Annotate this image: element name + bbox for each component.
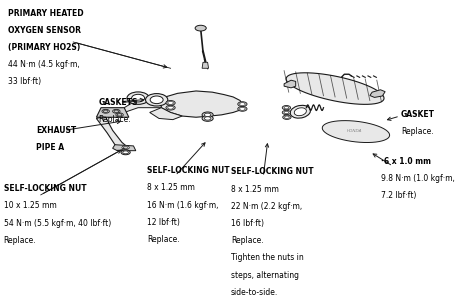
Text: (PRIMARY HO2S): (PRIMARY HO2S): [9, 43, 81, 52]
Polygon shape: [124, 98, 161, 112]
Circle shape: [240, 103, 245, 106]
Polygon shape: [161, 91, 242, 117]
Ellipse shape: [294, 108, 306, 116]
Text: Replace.: Replace.: [401, 127, 434, 136]
Text: OXYGEN SENSOR: OXYGEN SENSOR: [9, 26, 82, 35]
Polygon shape: [286, 73, 384, 104]
Circle shape: [121, 150, 130, 155]
Polygon shape: [96, 108, 129, 117]
Circle shape: [204, 117, 211, 120]
Text: 16 lbf·ft): 16 lbf·ft): [231, 219, 264, 228]
Text: SELF-LOCKING NUT: SELF-LOCKING NUT: [4, 184, 86, 193]
Circle shape: [202, 115, 213, 121]
Polygon shape: [370, 90, 385, 97]
Circle shape: [195, 25, 206, 31]
Text: 22 N·m (2.2 kgf·m,: 22 N·m (2.2 kgf·m,: [231, 202, 302, 211]
Text: PIPE A: PIPE A: [36, 143, 64, 152]
Ellipse shape: [146, 94, 168, 106]
Polygon shape: [96, 117, 129, 150]
Circle shape: [284, 116, 289, 118]
Circle shape: [284, 111, 289, 114]
Circle shape: [284, 107, 289, 109]
Text: Replace.: Replace.: [147, 235, 180, 244]
Circle shape: [113, 109, 120, 113]
Circle shape: [114, 110, 118, 112]
Text: Tighten the nuts in: Tighten the nuts in: [231, 253, 303, 262]
Text: SELF-LOCKING NUT: SELF-LOCKING NUT: [147, 166, 230, 175]
Circle shape: [123, 147, 128, 149]
Text: 8 x 1.25 mm: 8 x 1.25 mm: [231, 185, 279, 194]
Text: 54 N·m (5.5 kgf·m, 40 lbf·ft): 54 N·m (5.5 kgf·m, 40 lbf·ft): [4, 218, 111, 228]
Ellipse shape: [150, 96, 163, 104]
Ellipse shape: [290, 105, 310, 118]
Text: Replace.: Replace.: [99, 115, 131, 124]
Text: 9.8 N·m (1.0 kgf·m,: 9.8 N·m (1.0 kgf·m,: [382, 174, 456, 183]
Circle shape: [166, 101, 175, 105]
Text: 10 x 1.25 mm: 10 x 1.25 mm: [4, 201, 56, 210]
Ellipse shape: [127, 92, 149, 104]
Polygon shape: [150, 108, 182, 120]
Text: HONDA: HONDA: [347, 129, 363, 133]
Text: 16 N·m (1.6 kgf·m,: 16 N·m (1.6 kgf·m,: [147, 201, 219, 210]
Text: side-to-side.: side-to-side.: [231, 288, 278, 296]
Circle shape: [283, 115, 291, 119]
Ellipse shape: [132, 94, 145, 102]
Text: PRIMARY HEATED: PRIMARY HEATED: [9, 9, 84, 17]
Circle shape: [166, 105, 175, 110]
Circle shape: [117, 114, 122, 116]
Polygon shape: [113, 145, 136, 151]
Text: ·6 x 1.0 mm: ·6 x 1.0 mm: [382, 157, 431, 166]
Text: Replace.: Replace.: [4, 236, 36, 245]
Circle shape: [123, 151, 128, 154]
Circle shape: [202, 112, 213, 118]
Circle shape: [116, 113, 123, 117]
Text: EXHAUST: EXHAUST: [36, 126, 76, 135]
Circle shape: [204, 113, 211, 117]
Polygon shape: [322, 121, 390, 142]
Circle shape: [238, 107, 247, 111]
Text: SELF-LOCKING NUT: SELF-LOCKING NUT: [231, 168, 313, 176]
Text: GASKET: GASKET: [401, 110, 435, 119]
Circle shape: [122, 146, 129, 149]
Text: 8 x 1.25 mm: 8 x 1.25 mm: [147, 184, 195, 192]
Text: steps, alternating: steps, alternating: [231, 271, 299, 280]
Text: Replace.: Replace.: [231, 236, 264, 245]
Circle shape: [168, 106, 173, 109]
Text: GASKETS: GASKETS: [99, 98, 138, 107]
Circle shape: [282, 110, 291, 115]
Circle shape: [102, 109, 109, 113]
Circle shape: [240, 107, 245, 110]
Text: 44 N·m (4.5 kgf·m,: 44 N·m (4.5 kgf·m,: [9, 60, 80, 69]
Circle shape: [168, 102, 173, 104]
Polygon shape: [202, 62, 209, 68]
Circle shape: [282, 106, 291, 110]
Text: 12 lbf·ft): 12 lbf·ft): [147, 218, 180, 227]
Text: 7.2 lbf·ft): 7.2 lbf·ft): [382, 191, 417, 200]
Text: 33 lbf·ft): 33 lbf·ft): [9, 77, 41, 86]
Circle shape: [103, 110, 108, 112]
Circle shape: [238, 102, 247, 107]
Polygon shape: [284, 80, 296, 88]
